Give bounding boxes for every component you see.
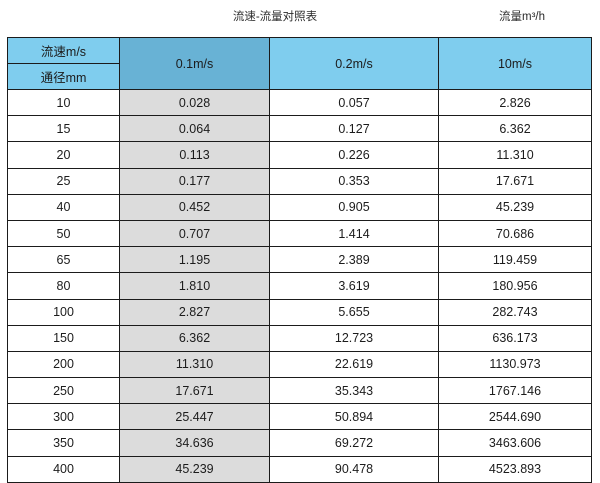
cell-diameter: 50 xyxy=(7,219,120,248)
table-row: 150 6.362 12.723 636.173 xyxy=(7,324,592,352)
cell-flow-0-1: 11.310 xyxy=(119,350,270,379)
table-row: 250 17.671 35.343 1767.146 xyxy=(7,377,592,405)
cell-diameter: 25 xyxy=(7,167,120,195)
cell-flow-0-2: 69.272 xyxy=(269,429,439,457)
cell-flow-0-1: 0.028 xyxy=(119,88,270,117)
cell-flow-0-1: 1.195 xyxy=(119,246,270,274)
cell-diameter: 10 xyxy=(7,88,120,117)
cell-diameter: 15 xyxy=(7,115,120,143)
cell-flow-0-1: 0.177 xyxy=(119,167,270,195)
cell-flow-0-2: 90.478 xyxy=(269,455,439,483)
cell-flow-10: 1130.973 xyxy=(438,350,592,379)
cell-flow-0-2: 0.353 xyxy=(269,167,439,195)
table-row: 15 0.064 0.127 6.362 xyxy=(7,115,592,143)
column-header-velocity-0-1: 0.1m/s xyxy=(119,37,270,90)
cell-flow-10: 2.826 xyxy=(438,88,592,117)
cell-flow-0-1: 0.064 xyxy=(119,115,270,143)
cell-flow-10: 6.362 xyxy=(438,115,592,143)
cell-diameter: 150 xyxy=(7,324,120,352)
table-row: 350 34.636 69.272 3463.606 xyxy=(7,429,592,457)
cell-flow-0-2: 0.057 xyxy=(269,88,439,117)
cell-diameter: 20 xyxy=(7,141,120,169)
cell-flow-10: 4523.893 xyxy=(438,455,592,483)
cell-flow-10: 282.743 xyxy=(438,298,592,326)
corner-header-inner: 流速m/s 通径mm xyxy=(8,38,119,89)
table-row: 10 0.028 0.057 2.826 xyxy=(7,88,592,117)
cell-flow-0-1: 0.113 xyxy=(119,141,270,169)
cell-flow-0-1: 45.239 xyxy=(119,455,270,483)
cell-flow-10: 2544.690 xyxy=(438,403,592,431)
cell-flow-0-2: 35.343 xyxy=(269,377,439,405)
cell-flow-10: 70.686 xyxy=(438,219,592,248)
cell-diameter: 65 xyxy=(7,246,120,274)
cell-flow-0-1: 2.827 xyxy=(119,298,270,326)
cell-diameter: 100 xyxy=(7,298,120,326)
cell-flow-0-2: 1.414 xyxy=(269,219,439,248)
cell-flow-0-1: 25.447 xyxy=(119,403,270,431)
cell-flow-0-1: 0.707 xyxy=(119,219,270,248)
cell-flow-10: 180.956 xyxy=(438,272,592,300)
cell-flow-0-2: 0.127 xyxy=(269,115,439,143)
cell-diameter: 300 xyxy=(7,403,120,431)
table-row: 200 11.310 22.619 1130.973 xyxy=(7,350,592,379)
cell-flow-0-1: 34.636 xyxy=(119,429,270,457)
column-header-velocity-10: 10m/s xyxy=(438,37,592,90)
table-row: 65 1.195 2.389 119.459 xyxy=(7,246,592,274)
cell-flow-0-2: 50.894 xyxy=(269,403,439,431)
cell-diameter: 400 xyxy=(7,455,120,483)
table-body: 10 0.028 0.057 2.826 15 0.064 0.127 6.362 20 0.11… xyxy=(7,88,592,483)
cell-flow-10: 119.459 xyxy=(438,246,592,274)
flow-velocity-table-container: 流速m/s 通径mm 0.1m/s 0.2m/s 10m/s 10 0.028 0.… xyxy=(7,37,592,483)
table-row: 300 25.447 50.894 2544.690 xyxy=(7,403,592,431)
cell-flow-0-2: 5.655 xyxy=(269,298,439,326)
cell-flow-0-2: 22.619 xyxy=(269,350,439,379)
cell-diameter: 250 xyxy=(7,377,120,405)
cell-flow-0-2: 3.619 xyxy=(269,272,439,300)
cell-flow-0-2: 0.905 xyxy=(269,193,439,221)
cell-flow-0-1: 17.671 xyxy=(119,377,270,405)
cell-flow-10: 1767.146 xyxy=(438,377,592,405)
cell-flow-10: 11.310 xyxy=(438,141,592,169)
corner-header-diameter-label: 通径mm xyxy=(40,70,87,85)
table-header-row: 流速m/s 通径mm 0.1m/s 0.2m/s 10m/s xyxy=(7,37,592,90)
table-row: 100 2.827 5.655 282.743 xyxy=(7,298,592,326)
table-row: 20 0.113 0.226 11.310 xyxy=(7,141,592,169)
cell-flow-10: 636.173 xyxy=(438,324,592,352)
table-row: 80 1.810 3.619 180.956 xyxy=(7,272,592,300)
cell-flow-10: 45.239 xyxy=(438,193,592,221)
corner-header-cell: 流速m/s 通径mm xyxy=(7,37,120,90)
cell-flow-0-1: 1.810 xyxy=(119,272,270,300)
caption-strip: 流速-流量对照表 流量m³/h xyxy=(0,0,600,37)
cell-diameter: 350 xyxy=(7,429,120,457)
cell-diameter: 200 xyxy=(7,350,120,379)
table-header: 流速m/s 通径mm 0.1m/s 0.2m/s 10m/s xyxy=(7,37,592,90)
cell-diameter: 40 xyxy=(7,193,120,221)
cell-diameter: 80 xyxy=(7,272,120,300)
table-row: 25 0.177 0.353 17.671 xyxy=(7,167,592,195)
cell-flow-0-1: 0.452 xyxy=(119,193,270,221)
column-header-velocity-0-2: 0.2m/s xyxy=(269,37,439,90)
cell-flow-0-2: 2.389 xyxy=(269,246,439,274)
flow-velocity-table: 流速m/s 通径mm 0.1m/s 0.2m/s 10m/s 10 0.028 0.… xyxy=(7,37,592,483)
table-row: 40 0.452 0.905 45.239 xyxy=(7,193,592,221)
cell-flow-0-2: 12.723 xyxy=(269,324,439,352)
cell-flow-0-1: 6.362 xyxy=(119,324,270,352)
page-title: 流速-流量对照表 xyxy=(232,11,318,23)
corner-header-velocity-label: 流速m/s xyxy=(8,38,119,64)
cell-flow-0-2: 0.226 xyxy=(269,141,439,169)
flow-unit-label: 流量m³/h xyxy=(499,11,545,23)
cell-flow-10: 17.671 xyxy=(438,167,592,195)
table-row: 50 0.707 1.414 70.686 xyxy=(7,219,592,248)
cell-flow-10: 3463.606 xyxy=(438,429,592,457)
table-row: 400 45.239 90.478 4523.893 xyxy=(7,455,592,483)
